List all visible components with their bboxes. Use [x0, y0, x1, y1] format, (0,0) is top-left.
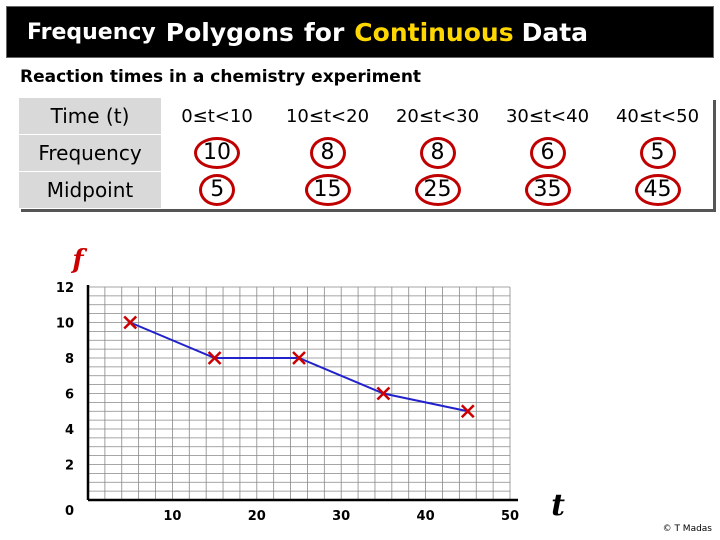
marker-stroke [123, 315, 138, 330]
frequency-cell-2: 8 [273, 135, 383, 172]
title-part-2: Polygons [165, 17, 294, 47]
marker-stroke [376, 386, 391, 401]
title-part-3: for [303, 17, 345, 47]
midpoint-value-3: 25 [414, 174, 461, 206]
midpoint-cell-3: 25 [383, 172, 493, 209]
time-header: Time (t) [18, 97, 162, 135]
title-part-4: Continuous [354, 17, 514, 47]
frequency-value-5: 5 [639, 137, 676, 169]
marker-stroke [292, 351, 306, 365]
frequency-cell-1: 10 [162, 135, 273, 172]
x-tick-label: 30 [332, 509, 350, 524]
chart-axes [86, 285, 518, 502]
class-cell-2: 10≤t<20 [285, 105, 370, 127]
x-tick-label: 40 [417, 509, 435, 524]
table-row-time: Time (t) 0≤t<10 10≤t<20 20≤t<30 30≤t<40 … [18, 97, 713, 135]
subtitle: Reaction times in a chemistry experiment [20, 67, 422, 87]
y-axis-label: f [70, 245, 87, 275]
y-tick-label: 2 [65, 459, 74, 474]
x-tick-label: 10 [163, 509, 181, 524]
midpoint-cell-1: 5 [162, 172, 273, 209]
title-part-1: Frequency [27, 19, 156, 45]
y-tick-label: 4 [65, 423, 74, 438]
table-row-midpoint: Midpoint 5 15 25 35 45 [18, 171, 713, 209]
copyright-notice: © T Madas [662, 524, 712, 534]
y-tick-label: 6 [65, 388, 74, 403]
frequency-value-1: 10 [194, 137, 240, 169]
x-axis-label: t [551, 488, 565, 523]
table-row-frequency: Frequency 10 8 8 6 5 [18, 134, 713, 172]
marker-stroke [460, 404, 475, 419]
data-point-marker [292, 351, 306, 365]
frequency-table: Time (t) 0≤t<10 10≤t<20 20≤t<30 30≤t<40 … [18, 97, 713, 209]
class-cell-3: 20≤t<30 [395, 105, 480, 127]
midpoint-value-1: 5 [199, 174, 236, 206]
title-bar: Frequency Polygons for Continuous Data [6, 6, 714, 58]
midpoint-value-4: 35 [524, 174, 571, 206]
y-tick-label: 10 [56, 317, 74, 332]
frequency-cell-3: 8 [383, 135, 493, 172]
chart-grid [88, 286, 511, 500]
frequency-value-4: 6 [529, 137, 566, 169]
x-tick-label: 50 [501, 509, 519, 524]
y-tick-label-origin: 0 [65, 504, 74, 519]
frequency-value-3: 8 [419, 137, 456, 169]
class-cell-1: 0≤t<10 [181, 105, 253, 127]
data-point-marker [460, 404, 475, 419]
x-tick-label: 20 [248, 509, 266, 524]
midpoint-cell-5: 45 [603, 172, 713, 209]
marker-stroke [207, 351, 222, 365]
midpoint-value-2: 15 [304, 174, 351, 206]
chart-tick-labels: 2 4 6 8 10 12 0 10 20 30 40 50 [56, 281, 519, 524]
data-point-marker [207, 351, 222, 365]
class-cell-5: 40≤t<50 [615, 105, 700, 127]
midpoint-value-5: 45 [634, 174, 681, 206]
frequency-cell-5: 5 [603, 135, 713, 172]
chart-series [123, 315, 475, 419]
frequency-header: Frequency [18, 134, 162, 172]
data-point-marker [123, 315, 138, 330]
data-point-marker [376, 386, 391, 401]
midpoint-cell-2: 15 [273, 172, 383, 209]
midpoint-cell-4: 35 [493, 172, 603, 209]
midpoint-header: Midpoint [18, 171, 162, 209]
class-cell-4: 30≤t<40 [505, 105, 590, 127]
y-tick-label: 8 [65, 352, 74, 367]
frequency-value-2: 8 [309, 137, 346, 169]
y-tick-label: 12 [56, 281, 74, 296]
frequency-cell-4: 6 [493, 135, 603, 172]
title-part-5: Data [521, 17, 589, 47]
